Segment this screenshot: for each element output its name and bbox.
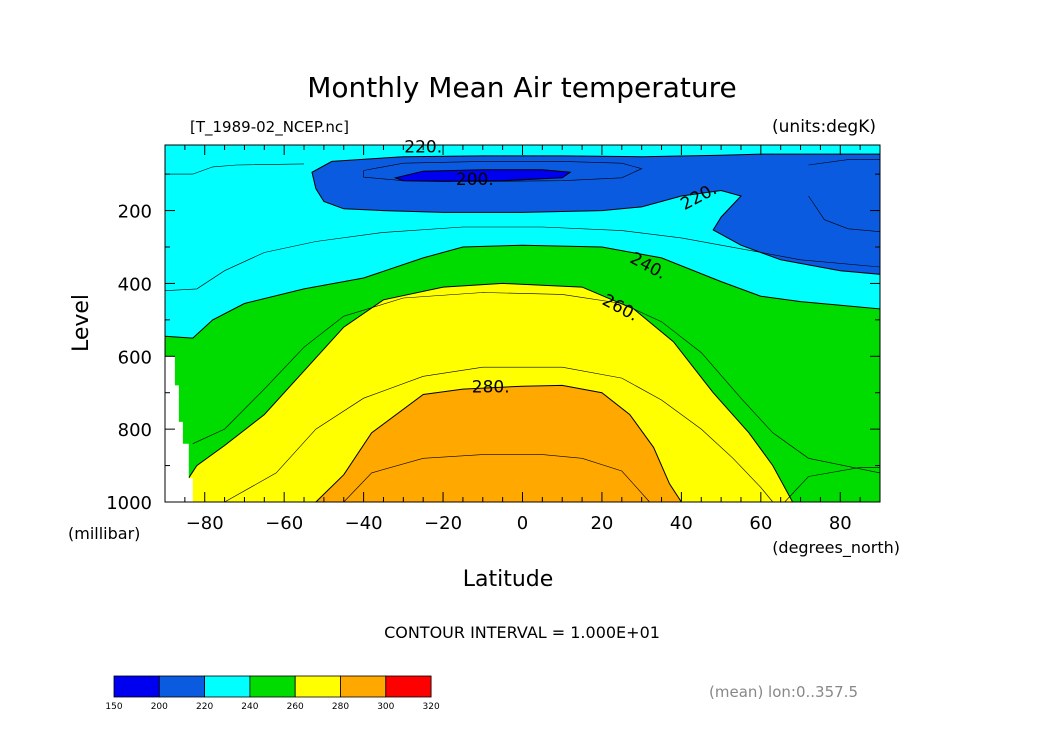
colorbar-swatch (340, 675, 387, 698)
y-tick-label: 200 (118, 202, 152, 223)
y-axis: 200 400 600 800 1000 (106, 173, 880, 514)
colorbar: 150 200 220 240 260 280 300 320 (105, 675, 440, 712)
contour-fills (164, 145, 881, 503)
colorbar-label: 320 (423, 702, 440, 712)
band-280-300 (314, 384, 683, 503)
contour-label: 200. (456, 170, 494, 190)
x-tick-label: −20 (424, 513, 462, 534)
x-axis-title: Latitude (463, 567, 554, 592)
footnote: (mean) lon:0..357.5 (709, 683, 858, 701)
x-tick-label: 80 (829, 513, 852, 534)
contour-line (164, 226, 881, 291)
colorbar-label: 150 (105, 702, 122, 712)
y-axis-title: Level (69, 294, 94, 352)
colorbar-swatch (204, 675, 251, 698)
chart-title: Monthly Mean Air temperature (307, 71, 737, 104)
contour-line (224, 366, 774, 503)
colorbar-label: 200 (151, 702, 168, 712)
x-axis: −80 −60 −40 −20 0 20 40 60 80 (164, 145, 881, 534)
contour-line (363, 161, 643, 182)
y-tick-label: 800 (118, 420, 152, 441)
contour-line (192, 292, 881, 474)
y-tick-label: 400 (118, 274, 152, 295)
colorbar-label: 280 (332, 702, 349, 712)
y-units-label: (millibar) (68, 524, 140, 543)
x-tick-label: −80 (186, 513, 224, 534)
x-units-label: (degrees_north) (772, 538, 900, 558)
colorbar-swatch (249, 675, 296, 698)
colorbar-swatch (113, 675, 160, 698)
x-tick-label: −40 (345, 513, 383, 534)
plot-area: 220.200. 220.240.260.280. (164, 137, 881, 503)
y-tick-label: 600 (118, 347, 152, 368)
x-tick-label: −60 (265, 513, 303, 534)
x-tick-label: 0 (517, 513, 528, 534)
colorbar-label: 260 (287, 702, 304, 712)
contour-line (784, 467, 880, 503)
colorbar-swatch (294, 675, 341, 698)
colorbar-label: 300 (377, 702, 394, 712)
contour-lines (164, 159, 881, 503)
colorbar-swatch (385, 675, 432, 698)
contour-label: 280. (472, 378, 510, 398)
colorbar-label: 240 (241, 702, 258, 712)
contour-line (343, 454, 650, 503)
colorbar-swatch (158, 675, 206, 698)
y-tick-label: 1000 (106, 493, 152, 514)
contour-line (165, 163, 305, 175)
colorbar-label: 220 (196, 702, 213, 712)
contour-line (808, 159, 880, 166)
band-missing (165, 356, 193, 502)
x-tick-label: 60 (749, 513, 772, 534)
units-label: (units:degK) (772, 117, 876, 137)
file-label: [T_1989-02_NCEP.nc] (190, 118, 349, 137)
contour-line (808, 195, 881, 232)
x-tick-label: 20 (590, 513, 613, 534)
contour-interval-text: CONTOUR INTERVAL = 1.000E+01 (384, 623, 660, 642)
x-tick-label: 40 (670, 513, 693, 534)
